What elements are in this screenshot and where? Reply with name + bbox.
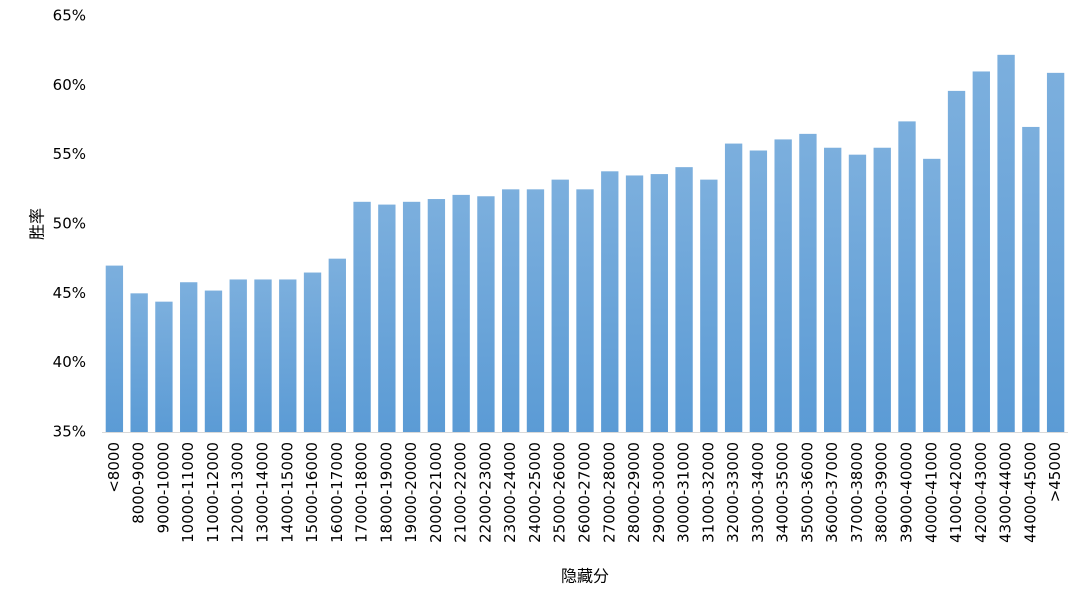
bar [650, 174, 668, 432]
bar [898, 121, 916, 433]
bar [601, 171, 619, 432]
y-axis-label: 胜率 [28, 208, 47, 240]
x-tick-label: 8000-9000 [130, 442, 148, 524]
bar [997, 54, 1015, 433]
x-tick-label: 37000-38000 [848, 442, 866, 543]
x-tick-label: 21000-22000 [452, 442, 470, 543]
bar [551, 179, 569, 432]
bar [774, 139, 792, 432]
x-tick-label: 27000-28000 [600, 442, 618, 543]
x-tick-label: 15000-16000 [303, 442, 321, 543]
x-tick-label: 22000-23000 [476, 442, 494, 543]
bar [328, 258, 346, 432]
x-tick-label: 42000-43000 [972, 442, 990, 543]
bar [254, 279, 272, 432]
x-tick-label: 9000-10000 [154, 442, 172, 533]
x-tick-label: 19000-20000 [402, 442, 420, 543]
bar [724, 143, 743, 432]
y-tick-label: 65% [53, 7, 86, 25]
y-tick-label: 35% [53, 423, 86, 441]
bar [303, 272, 322, 432]
x-tick-label: 36000-37000 [823, 442, 841, 543]
x-tick-label: 31000-32000 [699, 442, 717, 543]
bar [625, 175, 644, 432]
y-tick-label: 60% [53, 76, 86, 94]
x-tick-label: 26000-27000 [576, 442, 594, 543]
x-tick-label: 33000-34000 [749, 442, 767, 543]
bar [1022, 126, 1040, 432]
x-tick-label: 16000-17000 [328, 442, 346, 543]
bar [947, 90, 966, 432]
y-tick-label: 50% [53, 215, 86, 233]
bar [576, 189, 594, 432]
bar [279, 279, 297, 432]
y-tick-label: 55% [53, 145, 86, 163]
x-tick-label: 18000-19000 [377, 442, 395, 543]
x-tick-label: 23000-24000 [501, 442, 519, 543]
bar [402, 201, 421, 432]
x-tick-label: 14000-15000 [278, 442, 296, 543]
x-tick-label: 30000-31000 [675, 442, 693, 543]
bar [204, 290, 223, 432]
bar [848, 154, 867, 432]
x-tick-label: <8000 [105, 442, 123, 493]
bar [873, 147, 891, 432]
x-tick-label: 40000-41000 [922, 442, 940, 543]
bar [824, 147, 842, 432]
x-tick-label: 29000-30000 [650, 442, 668, 543]
bar [1046, 72, 1065, 432]
x-tick-label: 25000-26000 [551, 442, 569, 543]
bar [229, 279, 247, 432]
bar [353, 201, 371, 432]
bar [675, 167, 693, 432]
x-tick-label: 20000-21000 [427, 442, 445, 543]
bar [180, 282, 198, 432]
bar [452, 194, 470, 432]
bar [130, 293, 148, 432]
x-tick-label: 13000-14000 [254, 442, 272, 543]
x-tick-label: 44000-45000 [1021, 442, 1039, 543]
x-tick-label: 12000-13000 [229, 442, 247, 543]
x-tick-label: 35000-36000 [798, 442, 816, 543]
bar [526, 189, 545, 432]
bar [427, 199, 446, 432]
bar [749, 150, 768, 433]
x-tick-label: 34000-35000 [774, 442, 792, 543]
y-tick-label: 40% [53, 353, 86, 371]
bar [700, 179, 718, 432]
x-tick-label: >45000 [1046, 442, 1064, 502]
bar [972, 71, 990, 432]
x-tick-label: 11000-12000 [204, 442, 222, 543]
x-tick-label: 28000-29000 [625, 442, 643, 543]
x-tick-label: 38000-39000 [873, 442, 891, 543]
x-tick-label: 41000-42000 [947, 442, 965, 543]
bar [155, 301, 173, 432]
bar [502, 189, 520, 432]
bar [477, 196, 495, 432]
x-tick-label: 24000-25000 [526, 442, 544, 543]
bar [923, 158, 941, 432]
bar [799, 133, 817, 432]
y-tick-label: 45% [53, 284, 86, 302]
x-axis-label: 隐藏分 [561, 567, 609, 586]
x-tick-label: 10000-11000 [179, 442, 197, 543]
bar [105, 265, 124, 432]
x-tick-label: 39000-40000 [898, 442, 916, 543]
bar [378, 204, 396, 432]
x-tick-label: 32000-33000 [724, 442, 742, 543]
x-tick-label: 43000-44000 [997, 442, 1015, 543]
x-tick-label: 17000-18000 [353, 442, 371, 543]
